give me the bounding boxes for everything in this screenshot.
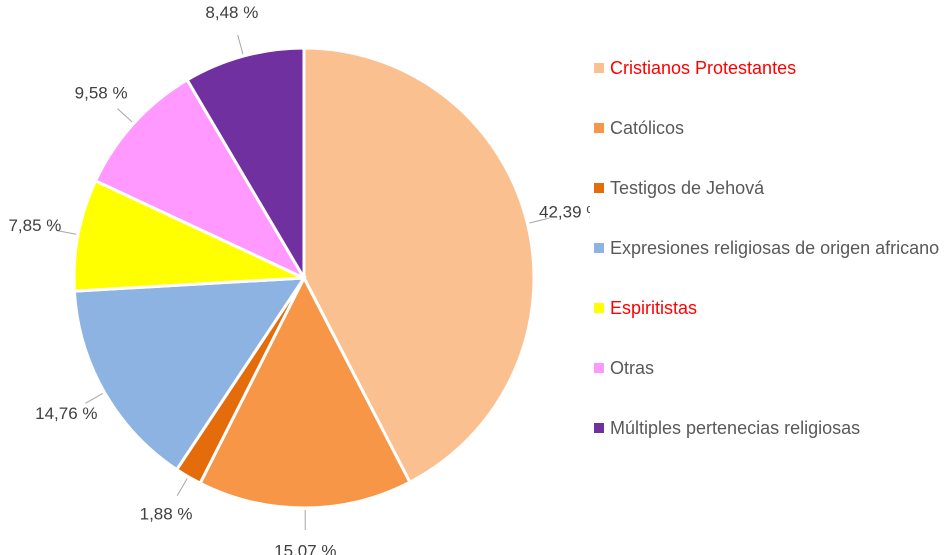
legend-label: Espiritistas [610, 298, 698, 318]
legend-item: Testigos de Jehová [594, 176, 764, 200]
legend-item: Espiritistas [594, 296, 697, 320]
data-label: 1,88 % [140, 504, 193, 523]
pie-slice [198, 274, 412, 510]
leader-line [56, 230, 77, 235]
legend-item: Católicos [594, 116, 684, 140]
legend-item: Otras [594, 356, 654, 380]
leader-line [85, 392, 103, 404]
legend-label: Múltiples pertenecias religiosas [610, 418, 861, 438]
legend-swatch [594, 183, 604, 193]
pie-slice [302, 46, 536, 485]
legend-swatch [594, 243, 604, 253]
legend-swatch [594, 63, 604, 73]
leader-line [529, 217, 549, 224]
legend-swatch [594, 303, 604, 313]
legend-swatch [594, 363, 604, 373]
pie-slice [72, 276, 307, 472]
legend-label: Otras [610, 358, 655, 378]
legend-swatch [594, 423, 604, 433]
legend-item: Expresiones religiosas de origen african… [594, 236, 939, 260]
legend-swatch [594, 123, 604, 133]
pie-slice [72, 178, 305, 293]
legend-item: Cristianos Protestantes [594, 56, 796, 80]
pie-slice [185, 46, 306, 284]
leader-line [237, 34, 244, 55]
legend-label: Testigos de Jehová [610, 178, 765, 198]
chart: 42,39 % 15,07 % 1,88 % 14,76 % 7,85 % 9,58 % 8… [8, 3, 590, 555]
data-label: 42,39 % [539, 203, 590, 222]
data-label: 15,07 % [274, 541, 336, 555]
data-label: 14,76 % [35, 404, 97, 423]
data-label: 9,58 % [75, 83, 128, 102]
legend-label: Cristianos Protestantes [610, 58, 797, 78]
data-label: 7,85 % [8, 216, 61, 235]
leader-line [176, 478, 188, 497]
legend-label: Expresiones religiosas de origen african… [610, 238, 940, 258]
pie-slice [93, 77, 308, 282]
legend-label: Católicos [610, 118, 685, 138]
leader-line [117, 108, 133, 123]
data-label: 8,48 % [205, 3, 258, 22]
legend-item: Múltiples pertenecias religiosas [594, 416, 860, 440]
